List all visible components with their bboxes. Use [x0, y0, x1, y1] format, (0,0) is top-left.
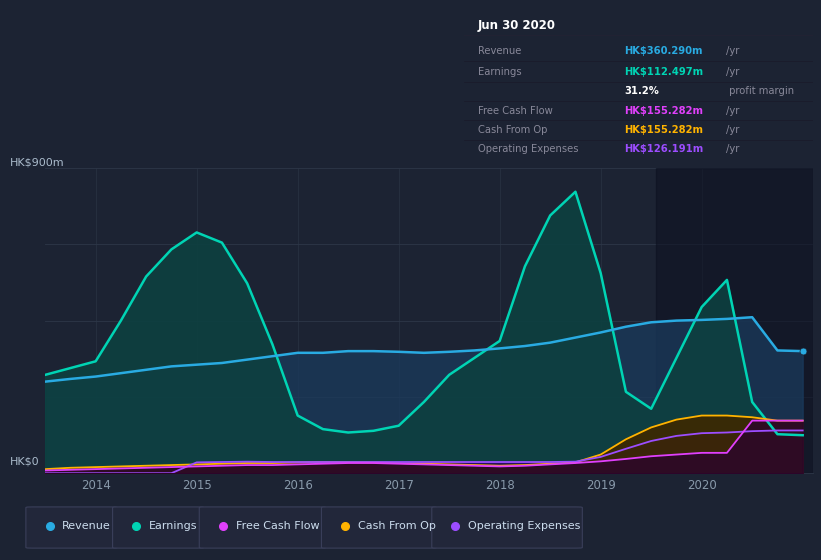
Text: /yr: /yr [726, 125, 739, 135]
FancyBboxPatch shape [112, 507, 204, 548]
Text: /yr: /yr [726, 144, 739, 154]
Text: HK$112.497m: HK$112.497m [624, 67, 704, 77]
Text: HK$126.191m: HK$126.191m [624, 144, 704, 154]
FancyBboxPatch shape [322, 507, 437, 548]
Text: /yr: /yr [726, 106, 739, 115]
Text: HK$360.290m: HK$360.290m [624, 46, 703, 56]
Text: HK$900m: HK$900m [10, 157, 65, 167]
Text: HK$0: HK$0 [10, 457, 39, 467]
Text: HK$155.282m: HK$155.282m [624, 125, 704, 135]
Text: Free Cash Flow: Free Cash Flow [478, 106, 553, 115]
Text: Earnings: Earnings [478, 67, 521, 77]
Text: Jun 30 2020: Jun 30 2020 [478, 19, 556, 32]
Text: HK$155.282m: HK$155.282m [624, 106, 704, 115]
FancyBboxPatch shape [200, 507, 326, 548]
Text: profit margin: profit margin [726, 86, 794, 96]
Text: Free Cash Flow: Free Cash Flow [236, 521, 319, 531]
FancyBboxPatch shape [432, 507, 582, 548]
Text: 31.2%: 31.2% [624, 86, 659, 96]
Bar [656, 168, 813, 473]
Text: Operating Expenses: Operating Expenses [478, 144, 578, 154]
Text: Operating Expenses: Operating Expenses [468, 521, 580, 531]
FancyBboxPatch shape [26, 507, 117, 548]
Text: Revenue: Revenue [62, 521, 111, 531]
Text: /yr: /yr [726, 46, 739, 56]
Text: Cash From Op: Cash From Op [478, 125, 548, 135]
Text: /yr: /yr [726, 67, 739, 77]
Text: Earnings: Earnings [149, 521, 197, 531]
Text: Revenue: Revenue [478, 46, 521, 56]
Text: Cash From Op: Cash From Op [358, 521, 436, 531]
